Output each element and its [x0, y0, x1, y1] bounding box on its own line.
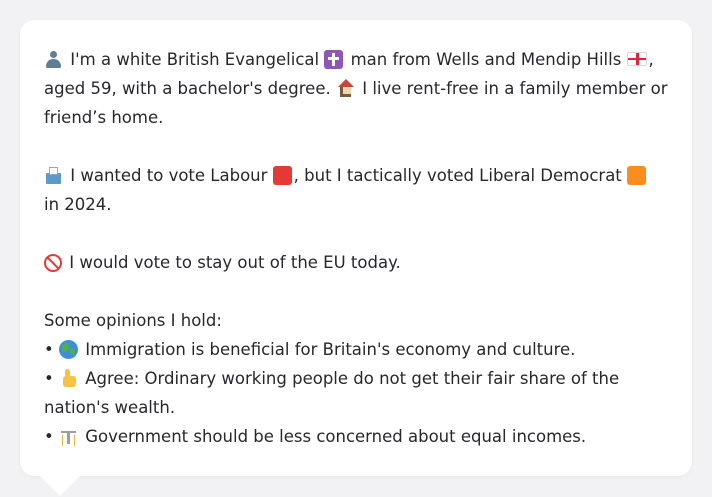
no-entry-icon	[44, 254, 62, 272]
eu-paragraph: I would vote to stay out of the EU today…	[44, 248, 668, 277]
vote-paragraph: I wanted to vote Labour , but I tactical…	[44, 161, 668, 219]
orange-square-icon	[627, 166, 647, 185]
red-square-icon	[272, 166, 292, 185]
opinion-text: Agree: Ordinary working people do not ge…	[44, 369, 620, 417]
vote-text-1: I wanted to vote Labour	[70, 166, 268, 185]
vote-text-2: , but I tactically voted Liberal Democra…	[293, 166, 622, 185]
house-icon	[336, 79, 355, 98]
intro-text-1: I'm a white British Evangelical	[70, 50, 320, 69]
eu-text: I would vote to stay out of the EU today…	[69, 253, 401, 272]
intro-text-4: I live rent-free in a family member or f…	[44, 79, 668, 127]
opinion-item: • Government should be less concerned ab…	[44, 422, 668, 451]
opinion-text: Immigration is beneficial for Britain's …	[85, 340, 576, 359]
opinion-text: Government should be less concerned abou…	[85, 427, 587, 446]
bullet: •	[44, 369, 54, 388]
person-icon	[44, 50, 63, 69]
latin-cross-icon	[324, 50, 344, 69]
england-flag-icon	[626, 52, 647, 66]
intro-text-3: , aged 59, with a bachelor's degree.	[44, 50, 654, 98]
paragraph-spacer	[44, 219, 668, 248]
vote-text-3: in 2024.	[44, 195, 112, 214]
balance-scale-icon	[59, 427, 78, 446]
intro-text-2: man from Wells and Mendip Hills	[350, 50, 622, 69]
paragraph-spacer	[44, 132, 668, 161]
chat-message-bubble: I'm a white British Evangelical man from…	[20, 20, 692, 476]
opinions-heading: Some opinions I hold:	[44, 311, 222, 330]
ballot-box-icon	[44, 166, 63, 185]
thumbs-up-icon	[59, 369, 78, 388]
intro-paragraph: I'm a white British Evangelical man from…	[44, 45, 668, 132]
bullet: •	[44, 340, 54, 359]
opinion-item: • Agree: Ordinary working people do not …	[44, 364, 668, 422]
bubble-tail	[40, 476, 80, 496]
opinion-item: • Immigration is beneficial for Britain'…	[44, 335, 668, 364]
bullet: •	[44, 427, 54, 446]
globe-icon	[58, 340, 78, 359]
paragraph-spacer	[44, 277, 668, 306]
